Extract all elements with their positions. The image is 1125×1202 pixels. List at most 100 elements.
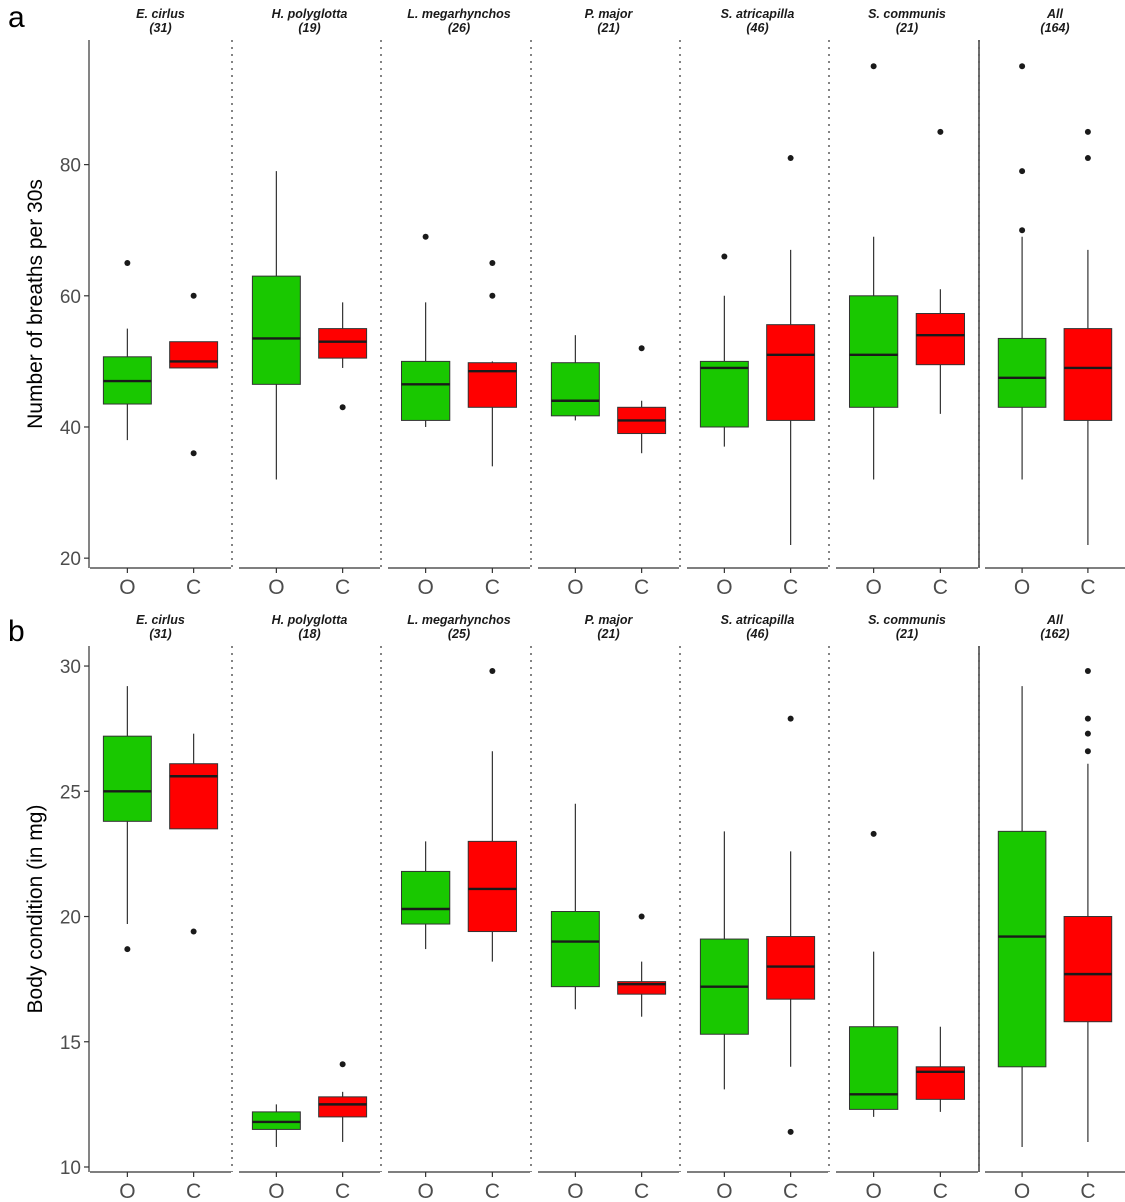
x-tick-label: C [186, 576, 201, 599]
facet-n: (31) [149, 21, 171, 35]
y-tick-label: 60 [60, 287, 81, 308]
facet-2: L. megarhynchos(26) O C [388, 7, 530, 599]
box-C [617, 345, 667, 454]
panel-label: b [8, 615, 25, 648]
outlier-point [339, 1061, 346, 1068]
facet-title: E. cirlus [136, 613, 185, 627]
y-tick-label: 40 [60, 418, 81, 439]
facet-3: P. major(21) O C [538, 613, 679, 1202]
box-O [400, 233, 451, 427]
facet-0: E. cirlus(31) O C [90, 613, 231, 1202]
iqr-box [1063, 916, 1113, 1023]
facet-title: All [1046, 7, 1064, 21]
facet-title: P. major [585, 7, 634, 21]
y-tick-label: 25 [60, 782, 81, 803]
facet-title: H. polyglotta [272, 7, 348, 21]
outlier-point [870, 63, 877, 70]
x-tick-label: C [335, 576, 350, 599]
iqr-box [915, 313, 966, 366]
facet-1: H. polyglotta(18) O C [239, 613, 380, 1202]
panel-b: b Body condition (in mg) 10 15 20 25 30 E. cirl… [8, 613, 1125, 1202]
box-O [251, 1104, 301, 1147]
box-C [766, 715, 816, 1135]
box-C [169, 292, 219, 457]
facet-n: (21) [896, 627, 918, 641]
outlier-point [190, 928, 197, 935]
facet-5: S. communis(21) O C [836, 613, 978, 1202]
box-C [169, 733, 219, 935]
facet-n: (21) [597, 21, 619, 35]
facet-5: S. communis(21) O C [836, 7, 978, 599]
facet-n: (46) [746, 21, 768, 35]
facet-title: All [1046, 613, 1064, 627]
facet-title: H. polyglotta [272, 613, 348, 627]
outlier-point [489, 260, 496, 267]
facet-n: (162) [1040, 627, 1069, 641]
facet-title: L. megarhynchos [407, 613, 511, 627]
outlier-point [787, 715, 794, 722]
outlier-point [190, 292, 197, 299]
x-tick-label: C [933, 576, 948, 599]
outlier-point [1019, 168, 1026, 175]
outlier-point [870, 830, 877, 837]
box-O [102, 260, 152, 441]
facet-1: H. polyglotta(19) O C [239, 7, 380, 599]
y-tick-label: 10 [60, 1158, 81, 1179]
y-tick-label: 80 [60, 156, 81, 177]
x-tick-label: O [716, 1180, 732, 1202]
outlier-point [638, 345, 645, 352]
facet-6: All(164) O C [985, 7, 1125, 599]
iqr-box [169, 763, 219, 830]
iqr-box [550, 911, 600, 988]
x-tick-label: C [485, 1180, 500, 1202]
iqr-box [400, 360, 451, 421]
iqr-box [467, 362, 518, 408]
box-O [848, 63, 899, 480]
box-O [848, 830, 899, 1117]
iqr-box [997, 337, 1047, 408]
facet-0: E. cirlus(31) O C [90, 7, 231, 599]
facet-n: (21) [896, 21, 918, 35]
x-tick-label: O [417, 1180, 433, 1202]
outlier-point [1084, 155, 1091, 162]
facet-n: (46) [746, 627, 768, 641]
iqr-box [766, 936, 816, 1000]
facet-title: P. major [585, 613, 634, 627]
x-tick-label: C [634, 1180, 649, 1202]
x-tick-label: C [783, 576, 798, 599]
panel-a: a Number of breaths per 30s 20 40 60 80 E. cir… [8, 1, 1125, 599]
outlier-point [1084, 730, 1091, 737]
box-C [617, 913, 667, 1017]
iqr-box [251, 1111, 301, 1130]
box-O [699, 831, 749, 1090]
outlier-point [1084, 715, 1091, 722]
outlier-point [190, 450, 197, 457]
x-tick-label: O [716, 576, 732, 599]
y-axis-title: Number of breaths per 30s [24, 179, 47, 429]
facet-title: S. atricapilla [721, 7, 795, 21]
facet-n: (164) [1040, 21, 1069, 35]
outlier-point [1084, 128, 1091, 135]
y-axis-title: Body condition (in mg) [24, 805, 47, 1014]
box-C [1063, 668, 1113, 1142]
box-O [102, 686, 152, 953]
iqr-box [1063, 328, 1113, 421]
x-tick-label: C [335, 1180, 350, 1202]
box-O [400, 841, 451, 950]
x-tick-label: C [783, 1180, 798, 1202]
facet-title: S. atricapilla [721, 613, 795, 627]
outlier-point [937, 128, 944, 135]
facet-n: (26) [448, 21, 470, 35]
facet-title: L. megarhynchos [407, 7, 511, 21]
facet-title: E. cirlus [136, 7, 185, 21]
y-tick-label: 30 [60, 657, 81, 678]
iqr-box [318, 328, 368, 359]
y-tick-label: 20 [60, 908, 81, 929]
facet-2: L. megarhynchos(25) O C [388, 613, 530, 1202]
iqr-box [550, 362, 600, 417]
box-O [997, 63, 1047, 480]
iqr-box [251, 275, 301, 385]
iqr-box [997, 830, 1047, 1068]
box-O [997, 686, 1047, 1147]
